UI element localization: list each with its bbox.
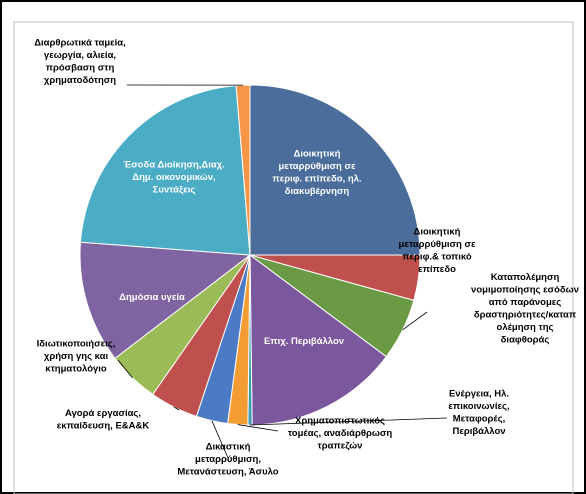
leader-line-6 bbox=[237, 424, 279, 432]
pie-slice-10 bbox=[79, 241, 252, 360]
slice-label-5: Ενέργεια, Ηλ. επικοινωνίες, Μεταφορές, Περι… bbox=[448, 388, 509, 437]
slice-label-1: Διοικητική μεταρρύθμιση σε περιφ. επίπεδο,… bbox=[272, 148, 361, 197]
leader-line-9 bbox=[117, 359, 133, 379]
slice-label-2: Διοικητική μεταρρύθμιση σε περιφ.& τοπικό ε… bbox=[399, 226, 476, 274]
slice-label-9: Ιδιωτικοποιήσεις, χρήση γης και κτηματολόγ… bbox=[37, 339, 116, 375]
slice-label-4: Επιχ. Περιβάλλον bbox=[264, 336, 344, 347]
slice-label-7: Δικαστική μεταρρύθμιση, Μετανάστευση, Άσυλ… bbox=[177, 442, 278, 478]
leader-line-5 bbox=[249, 417, 448, 426]
slice-label-6: Χρηματοπιστωτικός τομέας, αναδιάρθρωση τρα… bbox=[288, 416, 393, 452]
slices-layer bbox=[79, 84, 421, 426]
slice-label-10: Δημόσια υγεία bbox=[119, 292, 185, 303]
labels-layer: Διοικητική μεταρρύθμιση σε περιφ. επίπεδο,… bbox=[34, 37, 579, 477]
leader-line-3 bbox=[402, 311, 428, 331]
slice-label-3: Καταπολέμηση νομιμοποίησης εσόδων από παρά… bbox=[471, 272, 579, 346]
pie-slice-11 bbox=[79, 85, 251, 256]
slice-label-8: Αγορά εργασίας, εκπαίδευση, Ε&Α&Κ bbox=[57, 408, 150, 432]
slice-label-11: Έσοδα Διοίκηση,Διαχ. Δημ. οικονομικών, Συν… bbox=[123, 160, 225, 196]
plot-area-border bbox=[13, 21, 574, 494]
pie-slice-1 bbox=[249, 84, 421, 256]
leaders-layer bbox=[117, 84, 448, 459]
leader-line-7 bbox=[211, 420, 229, 459]
leader-line-8 bbox=[173, 406, 180, 411]
slice-label-12: Διαρθρωτικά ταμεία, γεωργία, αλιεία, πρόσβ… bbox=[34, 37, 126, 86]
